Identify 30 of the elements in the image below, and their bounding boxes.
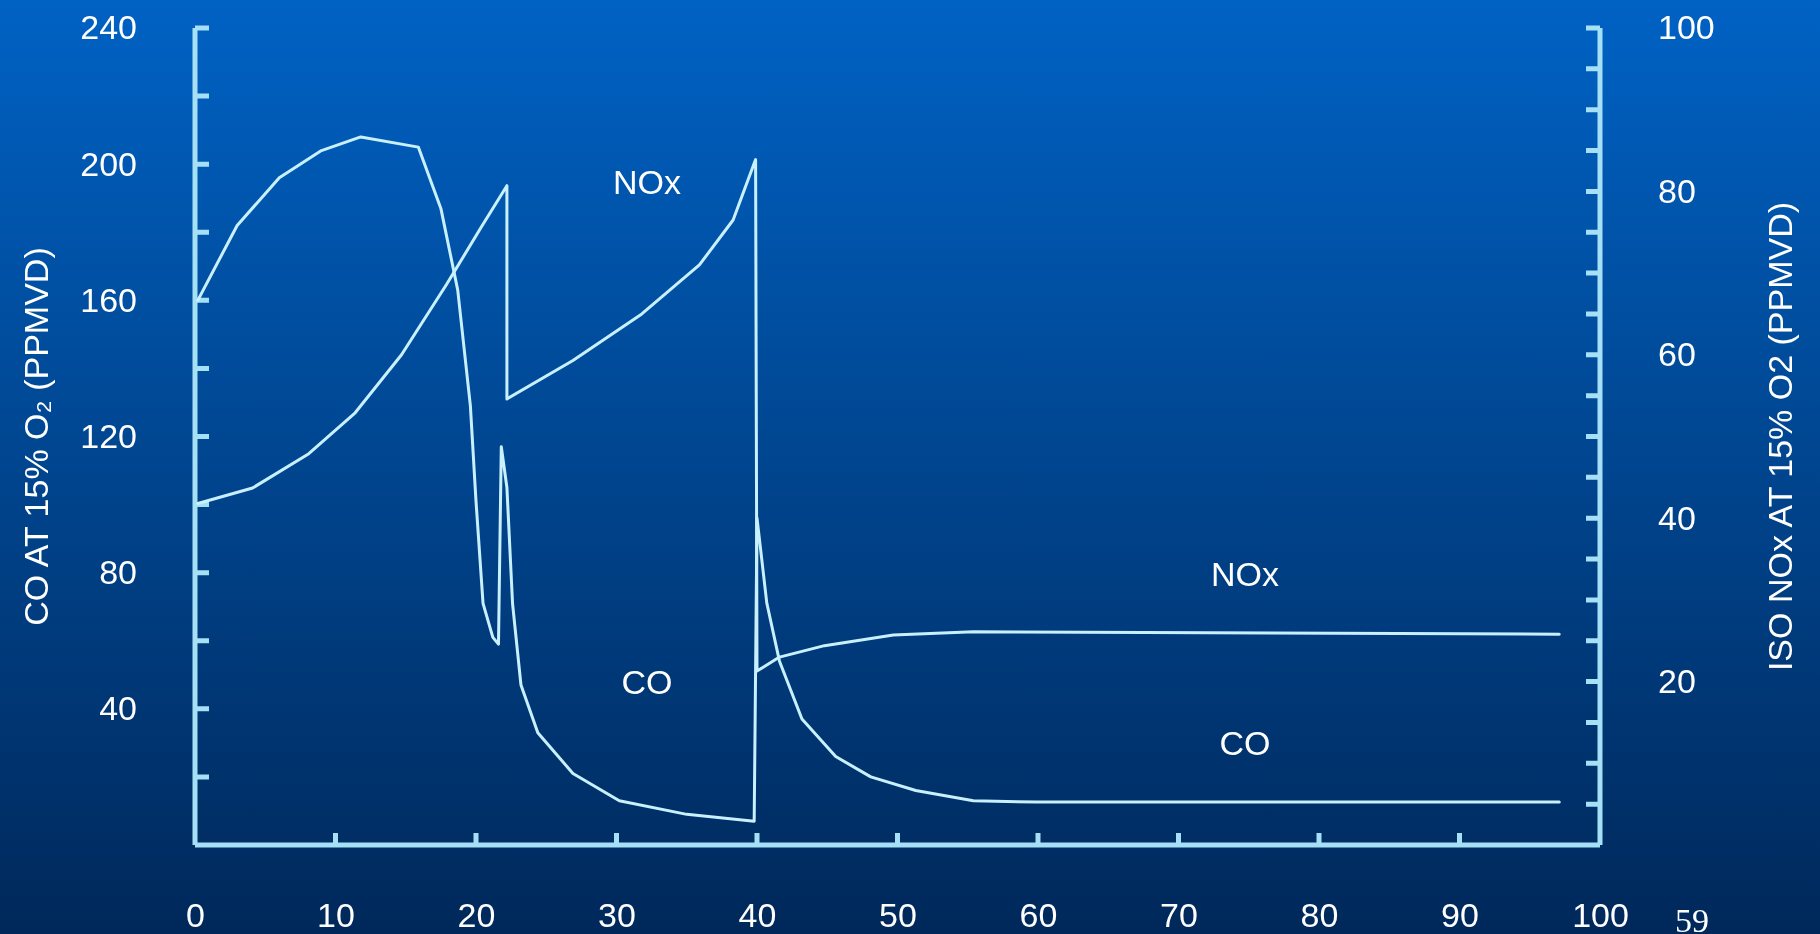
x-tick-label: 70 bbox=[1160, 896, 1198, 934]
y-tick-label: 80 bbox=[99, 553, 137, 592]
y2-tick-label: 40 bbox=[1658, 498, 1696, 537]
x-tick-label: 100 bbox=[1572, 896, 1629, 934]
x-tick-label: 60 bbox=[1019, 896, 1058, 934]
text: 59 bbox=[1675, 902, 1709, 934]
x-tick-label: 80 bbox=[1300, 896, 1339, 934]
annotation: NOx bbox=[1211, 555, 1279, 593]
y2-axis-title: ISO NOx AT 15% O2 (PPMVD) bbox=[1761, 201, 1799, 672]
x-tick-label: 40 bbox=[738, 896, 777, 934]
x-tick-label: 50 bbox=[879, 896, 917, 934]
x-tick-label: 0 bbox=[186, 896, 205, 934]
line-series bbox=[196, 135, 1561, 823]
y2-tick-label: 80 bbox=[1658, 171, 1696, 210]
x-tick-label: 90 bbox=[1441, 896, 1479, 934]
x-tick-label: 10 bbox=[317, 896, 355, 934]
y-tick-label: 200 bbox=[80, 144, 137, 183]
y2-tick-label: 20 bbox=[1658, 661, 1696, 700]
y2-tick-label: 100 bbox=[1658, 8, 1715, 47]
y-tick-label: 40 bbox=[99, 689, 137, 728]
annotation: NOx bbox=[613, 163, 681, 201]
y-axis-title: CO AT 15% O₂ (PPMVD) bbox=[17, 247, 55, 626]
annotation: CO bbox=[621, 663, 673, 701]
y-tick-label: 240 bbox=[80, 8, 137, 47]
x-tick-label: 30 bbox=[598, 896, 636, 934]
y-tick-label: 160 bbox=[80, 280, 137, 319]
x-tick-label: 20 bbox=[457, 896, 496, 934]
y-tick-label: 120 bbox=[80, 416, 137, 455]
y2-tick-label: 60 bbox=[1658, 335, 1696, 374]
annotation: CO bbox=[1219, 724, 1271, 762]
